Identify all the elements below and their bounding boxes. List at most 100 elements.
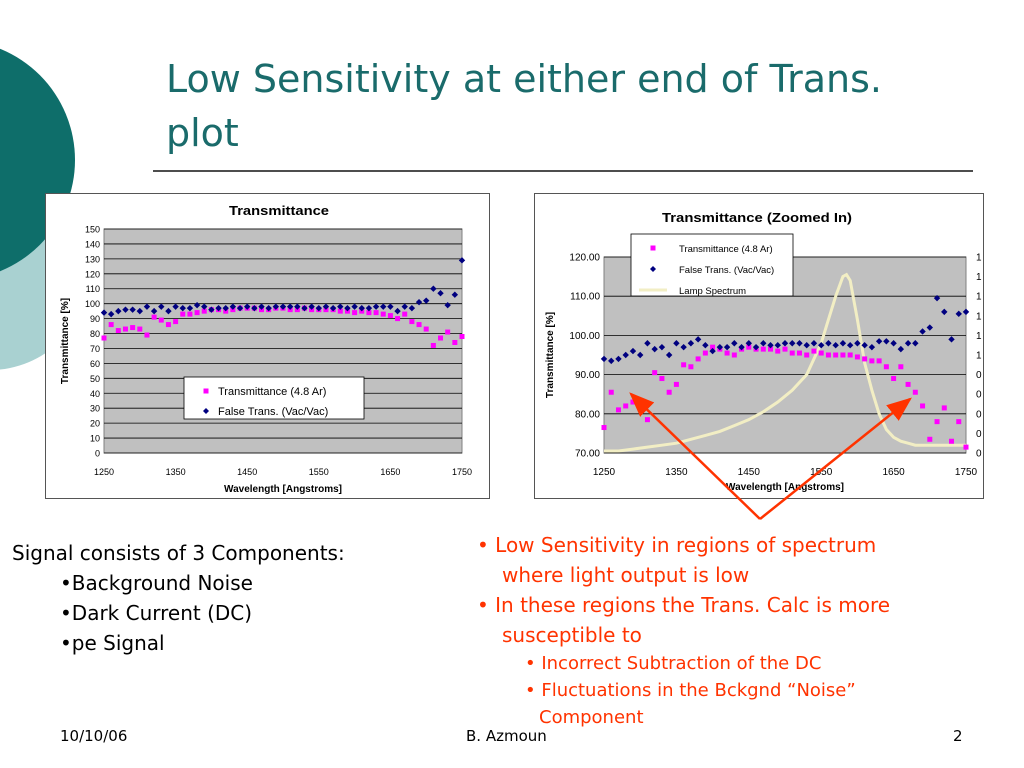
data-point-transmittance: [165, 322, 171, 328]
y-tick-label: 10: [90, 434, 100, 444]
signal-components-heading: Signal consists of 3 Components:: [12, 541, 345, 565]
x-tick-label: 1450: [738, 467, 761, 478]
data-point-transmittance: [659, 376, 665, 382]
right-axis-tick-label: 1: [976, 311, 982, 322]
data-point-transmittance: [637, 405, 643, 411]
data-point-transmittance: [130, 325, 136, 331]
right-axis-tick-label: 0: [976, 390, 982, 401]
data-point-false-trans: [962, 308, 970, 316]
data-point-transmittance: [644, 417, 650, 423]
y-tick-label: 40: [90, 389, 100, 399]
data-point-transmittance: [862, 356, 868, 362]
y-tick-label: 70: [90, 344, 100, 354]
data-point-transmittance: [891, 376, 897, 382]
x-tick-label: 1750: [955, 467, 978, 478]
data-point-false-trans: [308, 303, 315, 310]
footer-page-number: 2: [953, 727, 963, 745]
y-tick-label: 50: [90, 374, 100, 384]
data-point-false-trans: [694, 336, 702, 343]
y-tick-label: 80.00: [575, 409, 600, 420]
data-point-false-trans: [883, 338, 890, 345]
chart-title: Transmittance (Zoomed In): [662, 210, 852, 225]
data-point-false-trans: [265, 304, 272, 312]
data-point-transmittance: [380, 311, 386, 317]
data-point-transmittance: [724, 350, 730, 356]
data-point-transmittance: [789, 350, 795, 356]
data-point-false-trans: [890, 340, 897, 347]
bullet-low-sensitivity-cont: where light output is low: [502, 563, 750, 587]
signal-components-text: Signal consists of 3 Components: •Backgr…: [12, 538, 345, 658]
right-axis-tick-label: 0: [976, 429, 982, 440]
data-point-false-trans: [437, 290, 444, 297]
y-axis-title: Transmittance [%]: [60, 298, 71, 384]
data-point-transmittance: [695, 356, 701, 362]
y-tick-label: 90: [90, 314, 100, 324]
legend-label: Lamp Spectrum: [679, 286, 746, 297]
data-point-false-trans: [854, 340, 861, 347]
x-tick-label: 1450: [237, 467, 257, 477]
chart-title: Transmittance: [229, 203, 329, 218]
data-point-transmittance: [811, 348, 817, 354]
data-point-transmittance: [760, 346, 766, 352]
data-point-transmittance: [137, 326, 143, 332]
data-point-false-trans: [861, 342, 868, 349]
data-point-false-trans: [186, 304, 194, 312]
component-item: •Background Noise: [60, 571, 253, 595]
data-point-false-trans: [365, 304, 373, 312]
data-point-transmittance: [445, 329, 451, 335]
data-point-false-trans: [165, 307, 172, 315]
data-point-false-trans: [251, 304, 258, 312]
sub-bullet-noise: • Fluctuations in the Bckgnd “Noise”: [525, 680, 856, 701]
y-tick-label: 70.00: [575, 449, 600, 460]
data-point-transmittance: [818, 350, 824, 356]
data-point-transmittance: [438, 335, 444, 341]
data-point-transmittance: [746, 344, 752, 350]
slide-title-line1: Low Sensitivity at either end of Trans.: [166, 57, 882, 101]
data-point-transmittance: [430, 342, 436, 348]
data-point-false-trans: [423, 297, 430, 304]
data-point-transmittance: [847, 352, 853, 358]
data-point-transmittance: [775, 348, 781, 354]
y-tick-label: 100.00: [569, 331, 600, 342]
legend-marker-square: [203, 388, 209, 394]
data-point-false-trans: [107, 310, 115, 318]
data-point-transmittance: [158, 317, 164, 323]
legend-box: [630, 233, 794, 297]
data-point-false-trans: [286, 303, 294, 310]
data-point-false-trans: [687, 340, 695, 347]
y-tick-label: 120.00: [569, 253, 600, 264]
right-axis-tick-label: 1: [976, 253, 982, 264]
x-tick-label: 1250: [94, 467, 114, 477]
data-point-transmittance: [423, 326, 429, 332]
data-point-false-trans: [600, 355, 608, 363]
data-point-transmittance: [122, 326, 128, 332]
data-point-false-trans: [258, 303, 265, 310]
right-axis-tick-label: 0: [976, 370, 982, 381]
data-point-false-trans: [115, 307, 122, 315]
data-point-false-trans: [150, 307, 158, 315]
data-point-false-trans: [351, 303, 358, 310]
data-point-false-trans: [294, 303, 301, 310]
data-point-false-trans: [329, 304, 337, 312]
data-point-transmittance: [201, 308, 207, 314]
data-point-false-trans: [172, 303, 179, 310]
legend-marker-diamond: [650, 266, 656, 272]
data-point-transmittance: [688, 364, 694, 370]
y-tick-label: 90.00: [575, 370, 600, 381]
data-point-transmittance: [796, 350, 802, 356]
footer-author: B. Azmoun: [466, 727, 547, 745]
right-axis-tick-label: 1: [976, 351, 982, 362]
y-tick-label: 20: [90, 419, 100, 429]
data-point-transmittance: [702, 350, 708, 356]
data-point-false-trans: [781, 340, 789, 347]
data-point-transmittance: [666, 389, 672, 395]
data-point-transmittance: [115, 328, 121, 334]
x-axis-title: Wavelength [Angstroms]: [726, 482, 844, 493]
data-point-transmittance: [833, 352, 839, 358]
data-point-transmittance: [941, 405, 947, 411]
y-tick-label: 110.00: [570, 292, 600, 303]
data-point-transmittance: [681, 362, 687, 368]
right-axis-tick-label: 0: [976, 409, 982, 420]
data-point-transmittance: [630, 399, 636, 405]
data-point-false-trans: [229, 303, 237, 310]
